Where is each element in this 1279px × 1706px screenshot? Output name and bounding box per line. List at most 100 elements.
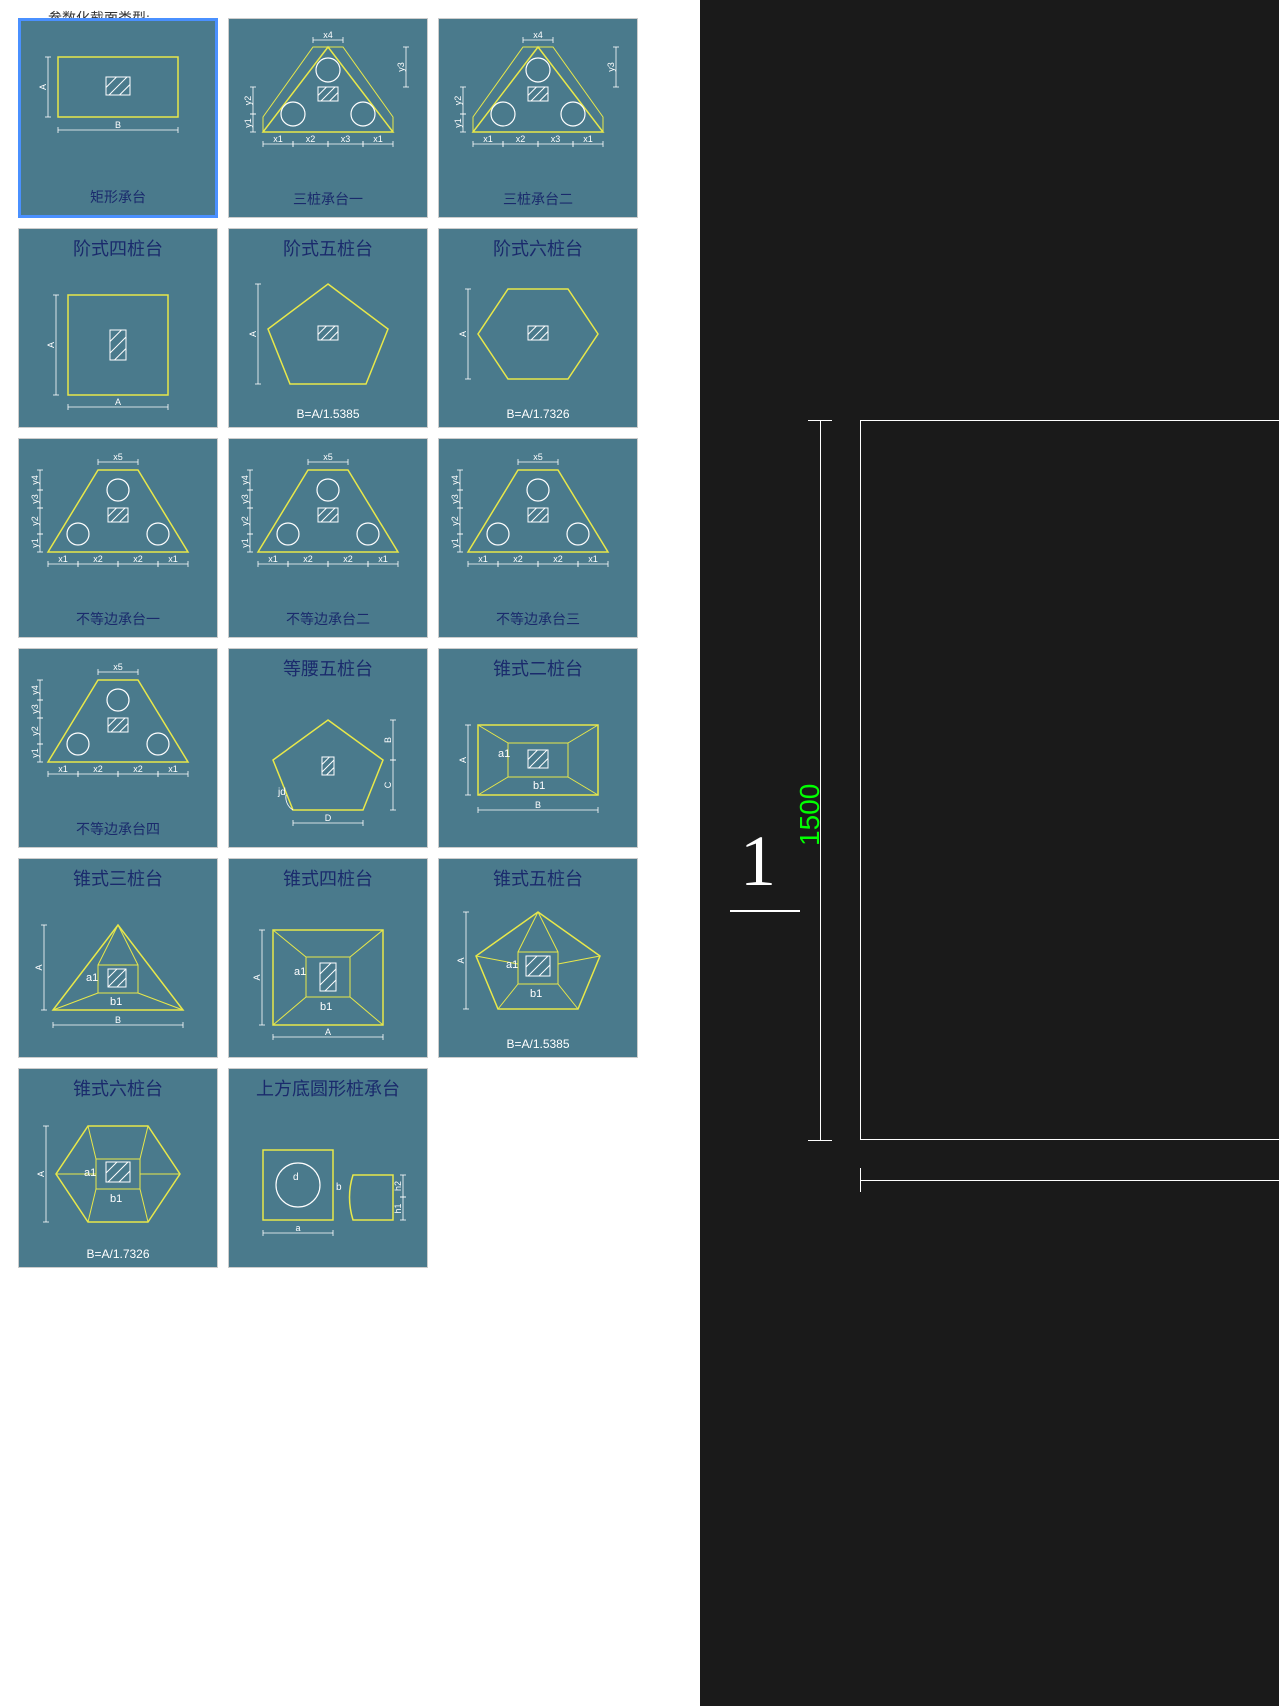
svg-text:x1: x1 (168, 764, 178, 774)
tile-label: 上方底圆形桩承台 (229, 1069, 427, 1103)
tile-label: 三桩承台二 (439, 185, 637, 217)
shape-tile-cone-5[interactable]: 锥式五桩台 A a1 b1B=A/1.5385 (438, 858, 638, 1058)
preview-dimension: 1500 (794, 784, 826, 846)
svg-text:x2: x2 (306, 134, 316, 144)
preview-index: 1 (740, 820, 776, 903)
svg-text:A: A (325, 1027, 331, 1037)
svg-text:B: B (383, 737, 393, 743)
dim-line-v (820, 420, 821, 1140)
dim-tick (860, 1168, 861, 1192)
svg-text:y2: y2 (453, 96, 463, 106)
svg-text:x5: x5 (113, 662, 123, 672)
svg-text:y3: y3 (30, 704, 40, 714)
svg-text:b: b (336, 1182, 342, 1193)
shape-tile-iso-5[interactable]: 等腰五桩台 B C D jd (228, 648, 428, 848)
shape-tile-sq-circ[interactable]: 上方底圆形桩承台 d b a h2 h1 (228, 1068, 428, 1268)
svg-text:y4: y4 (30, 685, 40, 695)
shape-tile-uneq-2[interactable]: x1 x2 x2 x1 y1 y2 y3 y4 x5不等边承台二 (228, 438, 428, 638)
svg-text:a1: a1 (498, 748, 510, 760)
svg-text:y2: y2 (450, 516, 460, 526)
shape-tile-tri-cap-2[interactable]: x1 x2 x3 x1 y1 y2 y3 x4三桩承台二 (438, 18, 638, 218)
svg-text:y3: y3 (30, 494, 40, 504)
svg-text:b1: b1 (110, 996, 122, 1008)
preview-shape (860, 420, 1279, 1140)
svg-text:x1: x1 (478, 554, 488, 564)
svg-text:A: A (34, 964, 44, 970)
tile-diagram: B C D jd (229, 683, 427, 847)
svg-text:b1: b1 (110, 1193, 122, 1205)
svg-text:y2: y2 (240, 516, 250, 526)
svg-text:A: A (38, 84, 48, 90)
svg-text:x4: x4 (533, 30, 543, 40)
shape-tile-step-5[interactable]: 阶式五桩台 AB=A/1.5385 (228, 228, 428, 428)
svg-text:x4: x4 (323, 30, 333, 40)
svg-text:y3: y3 (450, 494, 460, 504)
tile-label: 锥式六桩台 (19, 1069, 217, 1103)
tile-grid: A B矩形承台 x1 x2 x3 x1 y1 y2 y3 x4三桩承台一 (8, 8, 692, 1278)
shape-tile-cone-4[interactable]: 锥式四桩台 A a1 b1 A (228, 858, 428, 1058)
tile-diagram: d b a h2 h1 (229, 1103, 427, 1267)
tile-label: 阶式四桩台 (19, 229, 217, 263)
tile-diagram: A a1 b1 B (19, 893, 217, 1057)
svg-text:y1: y1 (30, 748, 40, 758)
shape-picker-panel: A B矩形承台 x1 x2 x3 x1 y1 y2 y3 x4三桩承台一 (0, 0, 700, 1706)
tile-diagram: A a1 b1 A (229, 893, 427, 1057)
svg-text:h1: h1 (393, 1203, 403, 1213)
tile-label: 阶式六桩台 (439, 229, 637, 263)
svg-text:x2: x2 (343, 554, 353, 564)
tile-label: 三桩承台一 (229, 185, 427, 217)
tile-diagram: x1 x2 x3 x1 y1 y2 y3 x4 (229, 19, 427, 185)
tile-sublabel: B=A/1.7326 (19, 1245, 217, 1267)
svg-text:x2: x2 (516, 134, 526, 144)
svg-text:x5: x5 (533, 452, 543, 462)
shape-tile-rect-cap[interactable]: A B矩形承台 (18, 18, 218, 218)
tile-diagram: x1 x2 x2 x1 y1 y2 y3 y4 x5 (439, 439, 637, 605)
shape-tile-step-4[interactable]: 阶式四桩台 A A (18, 228, 218, 428)
svg-text:x5: x5 (113, 452, 123, 462)
svg-text:y2: y2 (30, 726, 40, 736)
tile-diagram: A (229, 263, 427, 405)
tile-label: 不等边承台三 (439, 605, 637, 637)
svg-text:y4: y4 (240, 475, 250, 485)
shape-tile-uneq-1[interactable]: x1 x2 x2 x1 y1 y2 y3 y4 x5不等边承台一 (18, 438, 218, 638)
svg-text:A: A (46, 342, 56, 348)
tile-diagram: x1 x2 x2 x1 y1 y2 y3 y4 x5 (229, 439, 427, 605)
svg-text:C: C (383, 781, 393, 788)
preview-panel: 1 1500 (700, 0, 1279, 1706)
svg-text:y3: y3 (240, 494, 250, 504)
svg-text:x1: x1 (168, 554, 178, 564)
tile-diagram: A A (19, 263, 217, 427)
shape-tile-uneq-3[interactable]: x1 x2 x2 x1 y1 y2 y3 y4 x5不等边承台三 (438, 438, 638, 638)
svg-text:b1: b1 (530, 988, 542, 1000)
svg-text:A: A (458, 331, 468, 337)
svg-text:a1: a1 (86, 972, 98, 984)
dim-line-h (860, 1180, 1279, 1181)
shape-tile-tri-cap-1[interactable]: x1 x2 x3 x1 y1 y2 y3 x4三桩承台一 (228, 18, 428, 218)
shape-tile-cone-3[interactable]: 锥式三桩台 A a1 b1 B (18, 858, 218, 1058)
tile-label: 等腰五桩台 (229, 649, 427, 683)
shape-tile-cone-6[interactable]: 锥式六桩台 A a1 b1B=A/1.7326 (18, 1068, 218, 1268)
tile-label: 不等边承台二 (229, 605, 427, 637)
svg-text:A: A (36, 1171, 46, 1177)
svg-text:A: A (252, 974, 262, 980)
svg-text:a1: a1 (506, 959, 518, 971)
svg-text:y4: y4 (30, 475, 40, 485)
app-container: 参数化截面类型: 单位: mm 角度放坡形式 底宽 A B矩形承台 (0, 0, 1279, 1706)
shape-tile-cone-2[interactable]: 锥式二桩台 A a1 b1 B (438, 648, 638, 848)
svg-text:x2: x2 (93, 554, 103, 564)
svg-text:y1: y1 (30, 538, 40, 548)
tile-label: 不等边承台一 (19, 605, 217, 637)
svg-text:x1: x1 (483, 134, 493, 144)
tile-label: 矩形承台 (21, 183, 215, 215)
svg-text:x2: x2 (513, 554, 523, 564)
svg-text:x2: x2 (553, 554, 563, 564)
shape-tile-uneq-4[interactable]: x1 x2 x2 x1 y1 y2 y3 y4 x5不等边承台四 (18, 648, 218, 848)
shape-tile-step-6[interactable]: 阶式六桩台 A B=A/1.7326 (438, 228, 638, 428)
tile-diagram: x1 x2 x2 x1 y1 y2 y3 y4 x5 (19, 649, 217, 815)
svg-text:x2: x2 (93, 764, 103, 774)
svg-text:x1: x1 (58, 764, 68, 774)
tile-sublabel: B=A/1.7326 (439, 405, 637, 427)
svg-text:A: A (456, 957, 466, 963)
svg-text:x2: x2 (133, 554, 143, 564)
tile-label: 锥式三桩台 (19, 859, 217, 893)
